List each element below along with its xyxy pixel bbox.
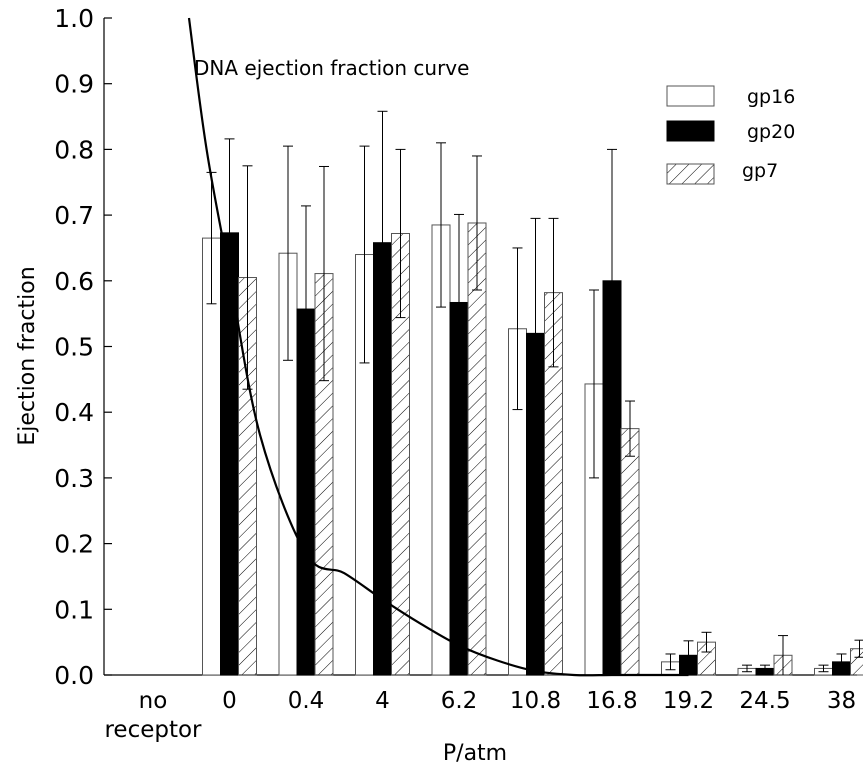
legend-label-gp16: gp16 (747, 86, 795, 108)
labels: 0.0 0.1 0.2 0.3 0.4 0.5 0.6 0.7 0.8 0.9 1.0 no recep… (54, 4, 856, 743)
y-tick-label: 0.9 (54, 70, 94, 99)
x-tick-label: 19.2 (663, 688, 714, 714)
x-axis-label: P/atm (443, 741, 507, 766)
x-tick-label: 24.5 (739, 688, 790, 714)
curve-layer (187, 17, 689, 677)
y-axis-label: Ejection fraction (15, 266, 40, 445)
y-tick-label: 0.5 (54, 333, 94, 362)
x-tick-label-line: 6.2 (441, 688, 478, 714)
x-tick-label: 10.8 (510, 688, 561, 714)
y-tick-label: 0.1 (54, 595, 94, 624)
x-tick-label-line: 4 (375, 688, 390, 714)
legend-swatch-gp7 (666, 163, 715, 185)
x-tick-label: 6.2 (441, 688, 478, 714)
x-tick-label-line: 16.8 (586, 688, 637, 714)
x-tick-label-line: 38 (827, 688, 856, 714)
legend-label-gp7: gp7 (742, 160, 778, 182)
x-tick-label: 38 (827, 688, 856, 714)
dna-ejection-curve (187, 17, 689, 677)
x-tick-label: no receptor (104, 688, 202, 743)
x-tick-label: 16.8 (586, 688, 637, 714)
y-tick-label: 0.0 (54, 661, 94, 690)
y-tick-label: 0.8 (54, 135, 94, 164)
bars (202, 222, 863, 676)
bar-gp7 (850, 648, 863, 676)
x-tick-label: 0 (222, 688, 237, 714)
x-tick-label-line: 10.8 (510, 688, 561, 714)
bar-gp7 (620, 428, 640, 676)
curve-annotation: DNA ejection fraction curve (194, 56, 469, 80)
legend-swatch-gp16 (666, 85, 715, 107)
y-tick-label: 0.3 (54, 464, 94, 493)
y-tick-label: 0.4 (54, 398, 94, 427)
y-tick-label: 0.2 (54, 530, 94, 559)
x-tick-label-line: 19.2 (663, 688, 714, 714)
x-tick-label: 0.4 (288, 688, 325, 714)
legend: gp16 gp20 gp7 (666, 85, 795, 185)
y-tick-label: 1.0 (54, 4, 94, 33)
legend-label-gp20: gp20 (747, 121, 795, 143)
y-tick-label: 0.6 (54, 267, 94, 296)
x-tick-label-line: 0 (222, 688, 237, 714)
x-tick-label-line: receptor (104, 717, 202, 743)
x-tick-label-line: 0.4 (288, 688, 325, 714)
y-tick-label: 0.7 (54, 201, 94, 230)
x-tick-label-line: no (139, 688, 168, 714)
legend-swatch-gp20 (666, 120, 715, 142)
bar-gp7 (467, 222, 487, 676)
x-tick-label-line: 24.5 (739, 688, 790, 714)
x-tick-label: 4 (375, 688, 390, 714)
